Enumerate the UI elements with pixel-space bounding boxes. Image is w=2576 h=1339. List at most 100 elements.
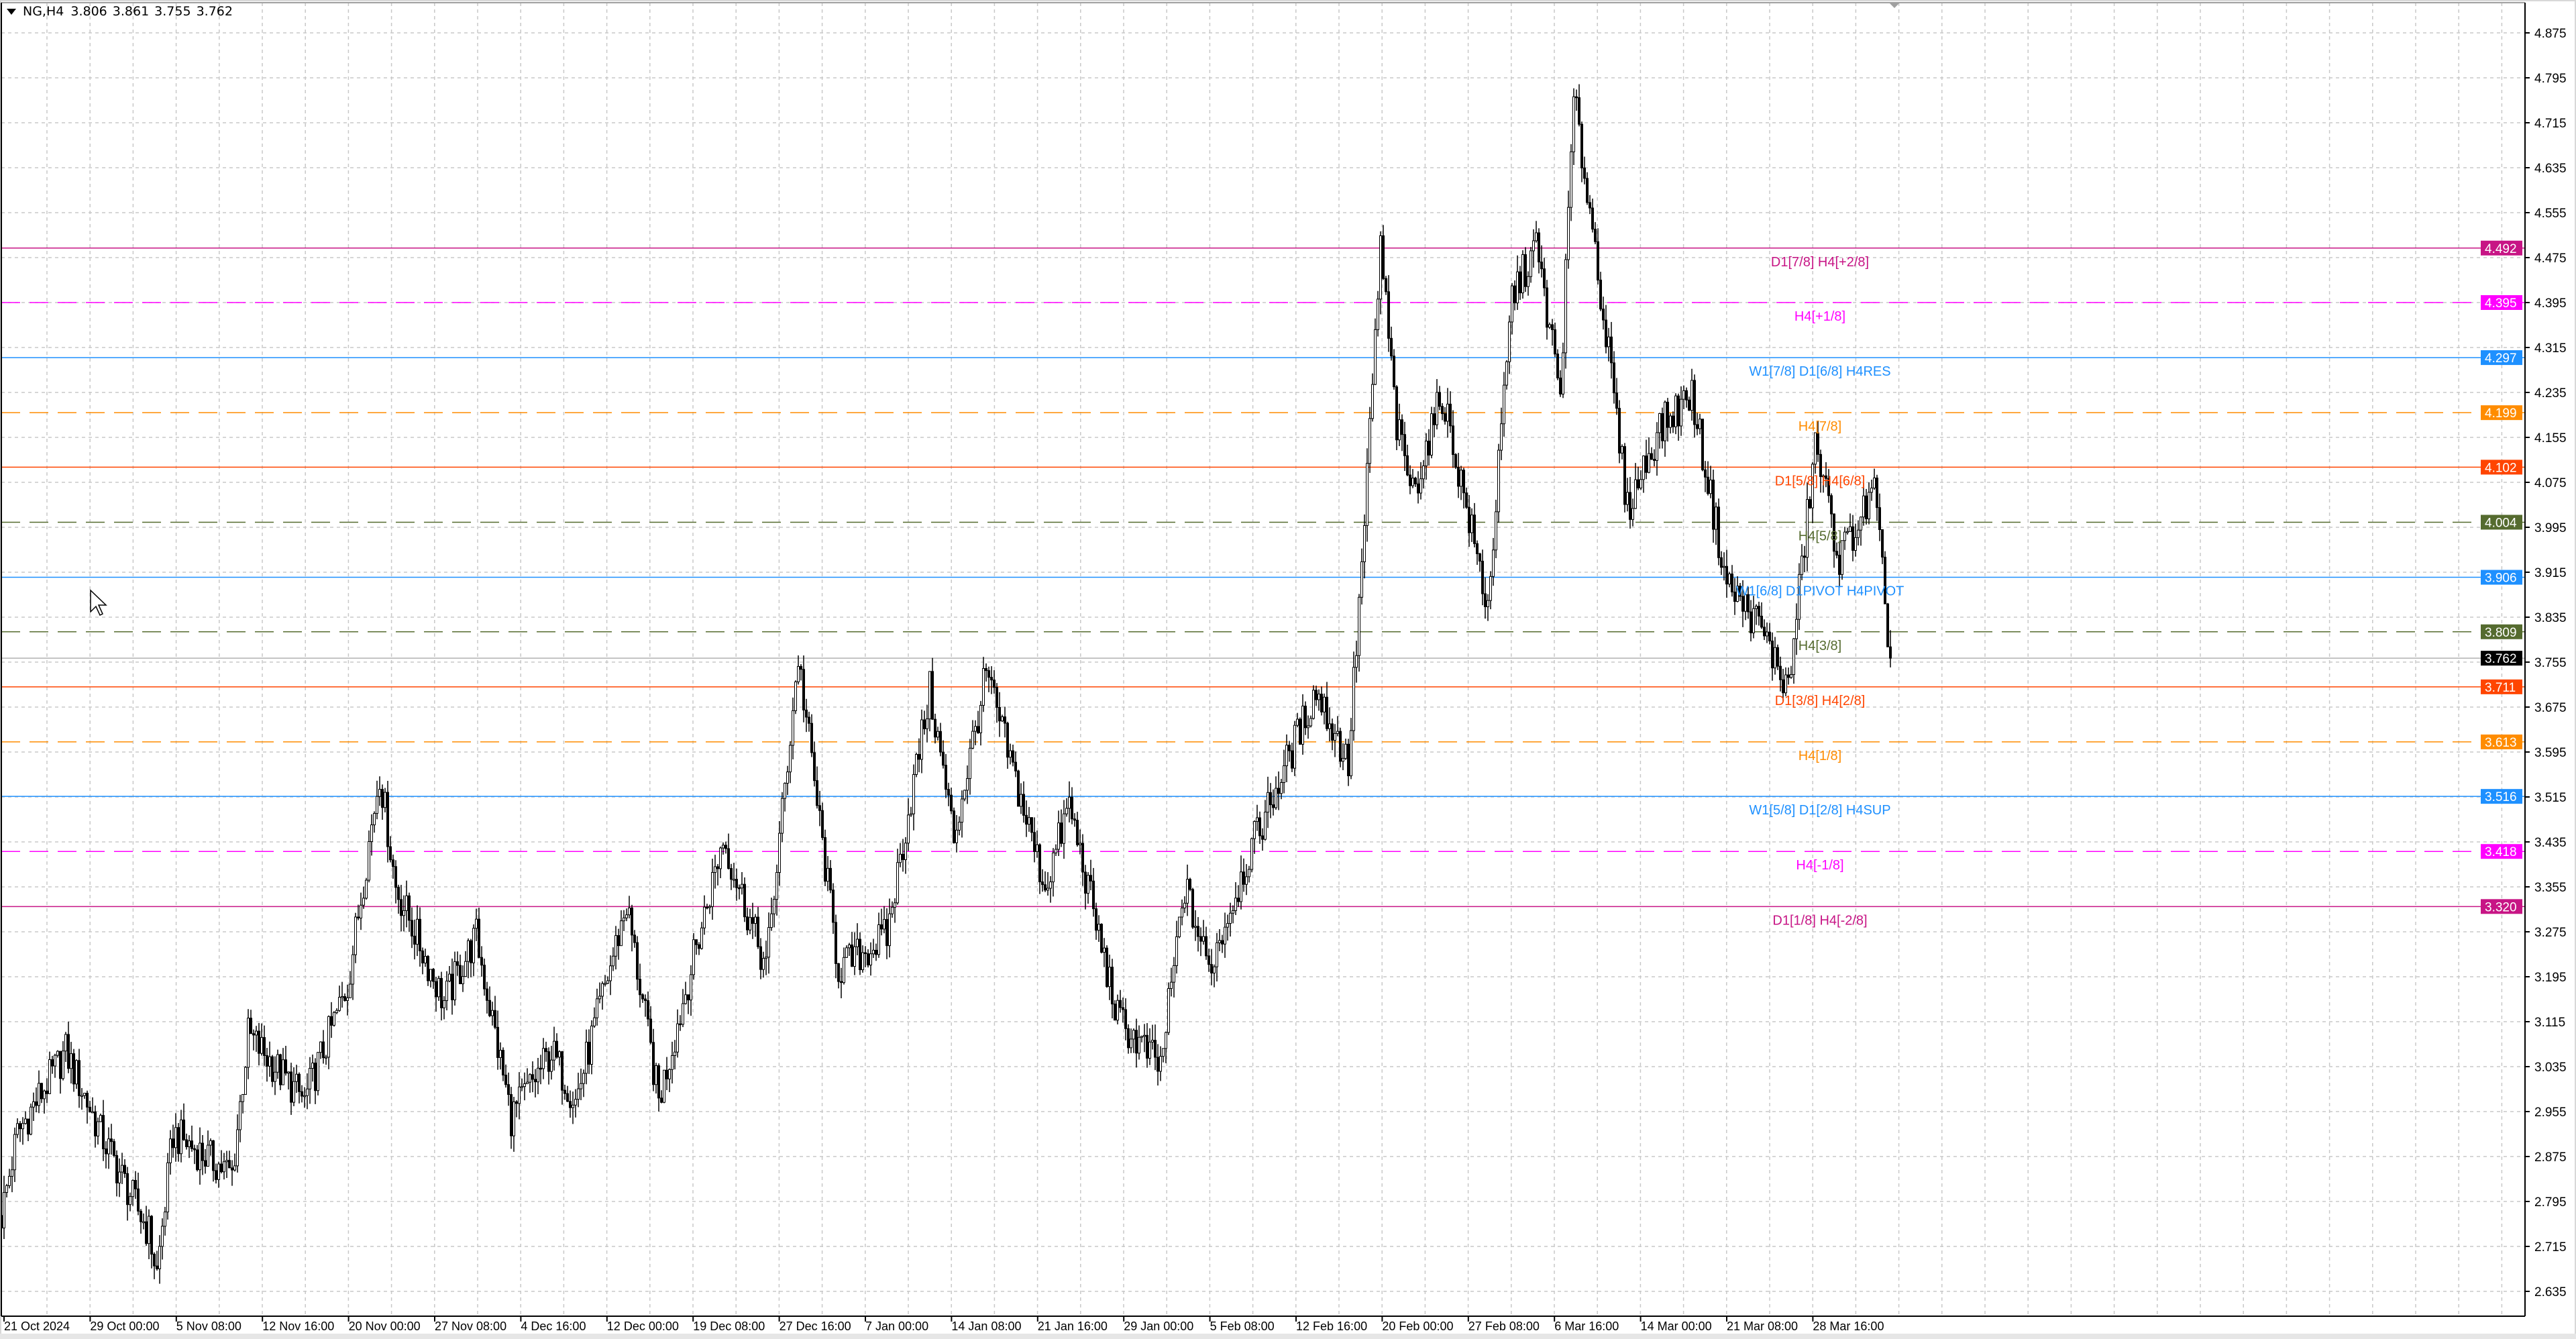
candle-bear: [1696, 424, 1699, 429]
candle-bull: [91, 1111, 94, 1114]
candle-bear: [263, 1037, 266, 1057]
candle-bear: [1605, 319, 1607, 347]
candle-bear: [1119, 1000, 1122, 1008]
candle-bull: [1422, 465, 1425, 480]
candle-bear: [1060, 822, 1063, 844]
candle-bull: [1079, 843, 1081, 845]
candle-bear: [1393, 356, 1395, 388]
candle-bull: [255, 1030, 258, 1036]
high-value: 3.861: [112, 4, 150, 19]
candle-bear: [885, 919, 888, 947]
collapse-triangle-icon[interactable]: [7, 8, 16, 15]
candle-bear: [1454, 454, 1457, 468]
candle-bull: [30, 1106, 32, 1135]
candle-bear: [1835, 551, 1838, 556]
y-tick-label: 2.635: [2534, 1285, 2567, 1299]
candle-bear: [539, 1067, 542, 1070]
candle-bear: [1613, 362, 1615, 394]
candle-bear: [1095, 908, 1097, 931]
candle-bull: [1516, 271, 1519, 304]
price-tag: [2481, 515, 2522, 530]
candle-bear: [113, 1141, 115, 1156]
candle-bear: [1106, 947, 1108, 987]
candle-bull: [1682, 390, 1685, 400]
price-tag-label: 4.199: [2485, 407, 2517, 421]
candle-bull: [1374, 329, 1377, 385]
candle-bull: [1497, 449, 1500, 513]
candle-bull: [241, 1093, 244, 1102]
candle-bull: [346, 997, 349, 1002]
candle-bear: [698, 944, 700, 949]
x-tick-label: 5 Feb 08:00: [1210, 1320, 1275, 1333]
candle-bear: [504, 1075, 507, 1085]
candle-bull: [306, 1088, 309, 1096]
candle-bull: [338, 997, 341, 1011]
candle-bull: [1849, 526, 1851, 532]
candle-bear: [1519, 271, 1521, 294]
candle-bull: [1296, 718, 1299, 726]
candle-bear: [1589, 202, 1591, 209]
candle-bear: [470, 940, 472, 963]
candle-bull: [180, 1119, 182, 1155]
candle-bear: [1114, 1004, 1116, 1021]
candle-bull: [424, 956, 427, 964]
price-tag: [2481, 460, 2522, 475]
candle-bull: [368, 841, 370, 881]
candle-bull: [1307, 725, 1309, 729]
candle-bear: [1191, 889, 1194, 928]
candle-bear: [1599, 279, 1602, 310]
candle-bull: [733, 879, 735, 881]
candle-bull: [979, 704, 982, 733]
candle-bear: [636, 942, 639, 980]
candle-bull: [1363, 525, 1366, 562]
candle-bear: [1205, 936, 1208, 957]
candle-bull: [276, 1054, 279, 1073]
status-strip: [0, 1334, 2576, 1339]
candle-bear: [1237, 898, 1240, 902]
candle-bear: [902, 853, 904, 860]
candle-bull: [625, 914, 628, 918]
candle-bear: [1208, 955, 1210, 965]
candle-bear: [322, 1041, 325, 1059]
candle-bear: [193, 1148, 196, 1150]
candle-bull: [1052, 852, 1055, 883]
candle-bull: [1218, 940, 1221, 943]
candle-bull: [32, 1101, 35, 1108]
candle-bear: [1071, 796, 1073, 820]
candle-bull: [62, 1051, 64, 1079]
candle-bull: [325, 1057, 327, 1059]
candle-bull: [628, 907, 631, 916]
candle-bear: [1122, 1007, 1124, 1010]
candle-bull: [1371, 384, 1374, 419]
y-tick-label: 2.795: [2534, 1195, 2567, 1210]
candle-bear: [1403, 434, 1406, 456]
candle-bear: [27, 1118, 30, 1135]
price-tag: [2481, 295, 2522, 310]
candle-bear: [1830, 495, 1833, 515]
candle-bear: [1637, 479, 1640, 488]
candle-bull: [1234, 898, 1237, 911]
candle-bull: [1009, 750, 1012, 758]
price-tag: [2481, 240, 2522, 256]
candle-bear: [641, 994, 644, 1000]
candle-bull: [896, 862, 899, 904]
candle-bull: [1068, 796, 1071, 809]
candle-bull: [1511, 285, 1513, 323]
candle-bear: [1428, 440, 1430, 456]
candle-bull: [225, 1160, 228, 1163]
candle-bull: [1352, 667, 1355, 731]
candle-bear: [1076, 820, 1079, 845]
candle-bull: [668, 1069, 671, 1079]
candle-bear: [1747, 594, 1750, 612]
candle-bull: [169, 1138, 172, 1163]
candle-bear: [835, 922, 837, 964]
candle-bear: [298, 1073, 301, 1092]
candle-bear: [810, 722, 813, 753]
candle-bull: [778, 833, 781, 873]
x-tick-label: 5 Nov 08:00: [176, 1320, 241, 1333]
candle-bear: [1030, 817, 1033, 833]
candle-bull: [1181, 908, 1183, 918]
candle-bear: [1851, 526, 1854, 551]
candle-bear: [19, 1123, 21, 1130]
